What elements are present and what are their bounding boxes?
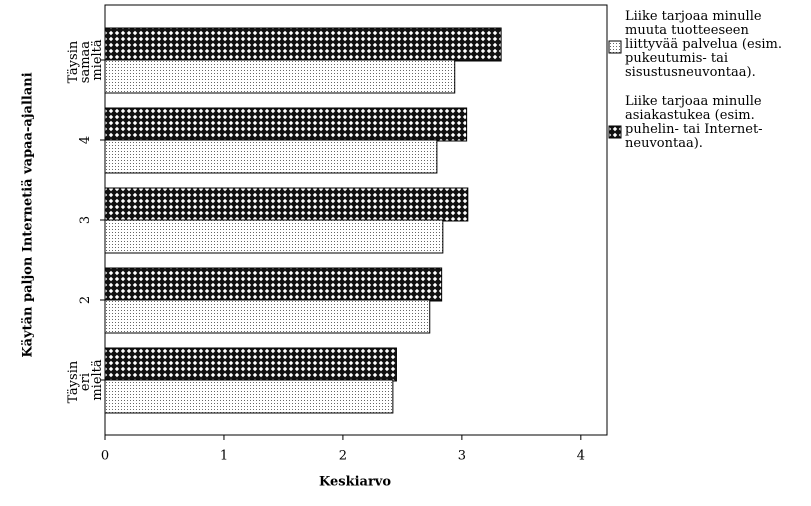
bar — [104, 219, 444, 254]
y-tick-label: Täysin eri mieltä — [66, 357, 105, 404]
legend-swatch — [608, 125, 622, 139]
bar — [104, 139, 438, 174]
bar — [104, 347, 397, 382]
legend-swatch — [608, 40, 622, 54]
x-tick-label: 2 — [339, 449, 347, 464]
bar — [104, 187, 469, 222]
x-tick-label: 1 — [220, 449, 228, 464]
bar — [104, 299, 431, 334]
legend-label: Liike tarjoaa minulle muuta tuotteeseen … — [625, 9, 782, 80]
y-axis-title: Käytän paljon Internetiä vapaa-ajallani — [21, 72, 36, 357]
x-tick-label: 4 — [577, 449, 585, 464]
legend-label: Liike tarjoaa minulle asiakastukea (esim… — [625, 94, 763, 151]
y-tick-label: Täysin samaa mieltä — [66, 37, 105, 84]
bar — [104, 27, 502, 62]
y-tick-label: 2 — [78, 296, 93, 304]
bar — [104, 267, 443, 302]
bar — [104, 379, 394, 414]
y-tick-label: 4 — [78, 136, 93, 144]
y-tick-label: 3 — [78, 216, 93, 224]
bar — [104, 59, 456, 94]
x-axis-title: Keskiarvo — [319, 475, 391, 490]
x-tick-label: 3 — [458, 449, 466, 464]
x-tick-label: 0 — [101, 449, 109, 464]
bar — [104, 107, 468, 142]
